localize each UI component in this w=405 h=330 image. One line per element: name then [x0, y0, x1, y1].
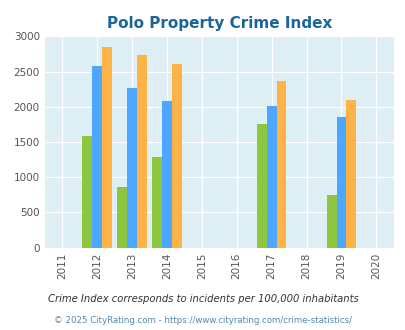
Text: © 2025 CityRating.com - https://www.cityrating.com/crime-statistics/: © 2025 CityRating.com - https://www.city…: [54, 316, 351, 325]
Bar: [256, 124, 266, 248]
Text: Crime Index corresponds to incidents per 100,000 inhabitants: Crime Index corresponds to incidents per…: [47, 294, 358, 304]
Bar: [152, 157, 162, 248]
Bar: [326, 195, 336, 248]
Bar: [92, 66, 102, 248]
Bar: [117, 187, 127, 248]
Bar: [266, 106, 276, 248]
Bar: [162, 101, 171, 248]
Bar: [276, 82, 286, 248]
Bar: [336, 117, 345, 248]
Bar: [171, 64, 181, 248]
Title: Polo Property Crime Index: Polo Property Crime Index: [106, 16, 331, 31]
Bar: [127, 88, 136, 248]
Bar: [136, 55, 146, 247]
Bar: [102, 47, 111, 247]
Bar: [345, 100, 355, 248]
Bar: [82, 136, 92, 248]
